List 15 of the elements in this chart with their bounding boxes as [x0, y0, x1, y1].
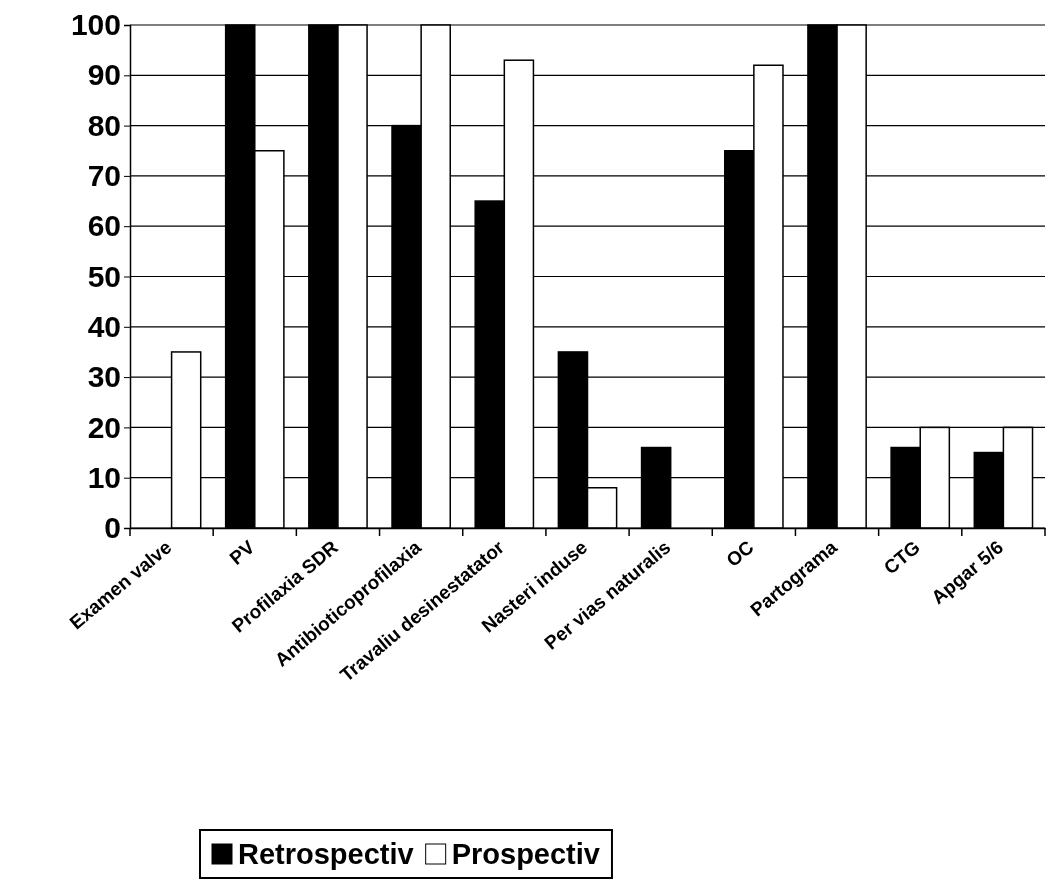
y-tick-label: 30	[87, 360, 121, 394]
y-tick-label: 40	[87, 309, 121, 343]
legend-label: Retrospectiv	[238, 838, 414, 870]
y-tick-label: 90	[87, 58, 121, 92]
y-tick-label: 20	[87, 410, 121, 444]
x-tick-label: PV	[225, 536, 259, 569]
x-tick-label: CTG	[879, 536, 924, 579]
y-tick-label: 80	[87, 108, 121, 142]
y-tick-label: 70	[87, 159, 121, 192]
y-tick-label: 10	[87, 460, 121, 494]
legend-label: Prospectiv	[451, 838, 600, 870]
y-tick-label: 0	[104, 511, 121, 545]
y-tick-label: 50	[87, 259, 121, 293]
y-tick-label: 100	[70, 8, 121, 42]
y-tick-label: 60	[87, 209, 121, 243]
